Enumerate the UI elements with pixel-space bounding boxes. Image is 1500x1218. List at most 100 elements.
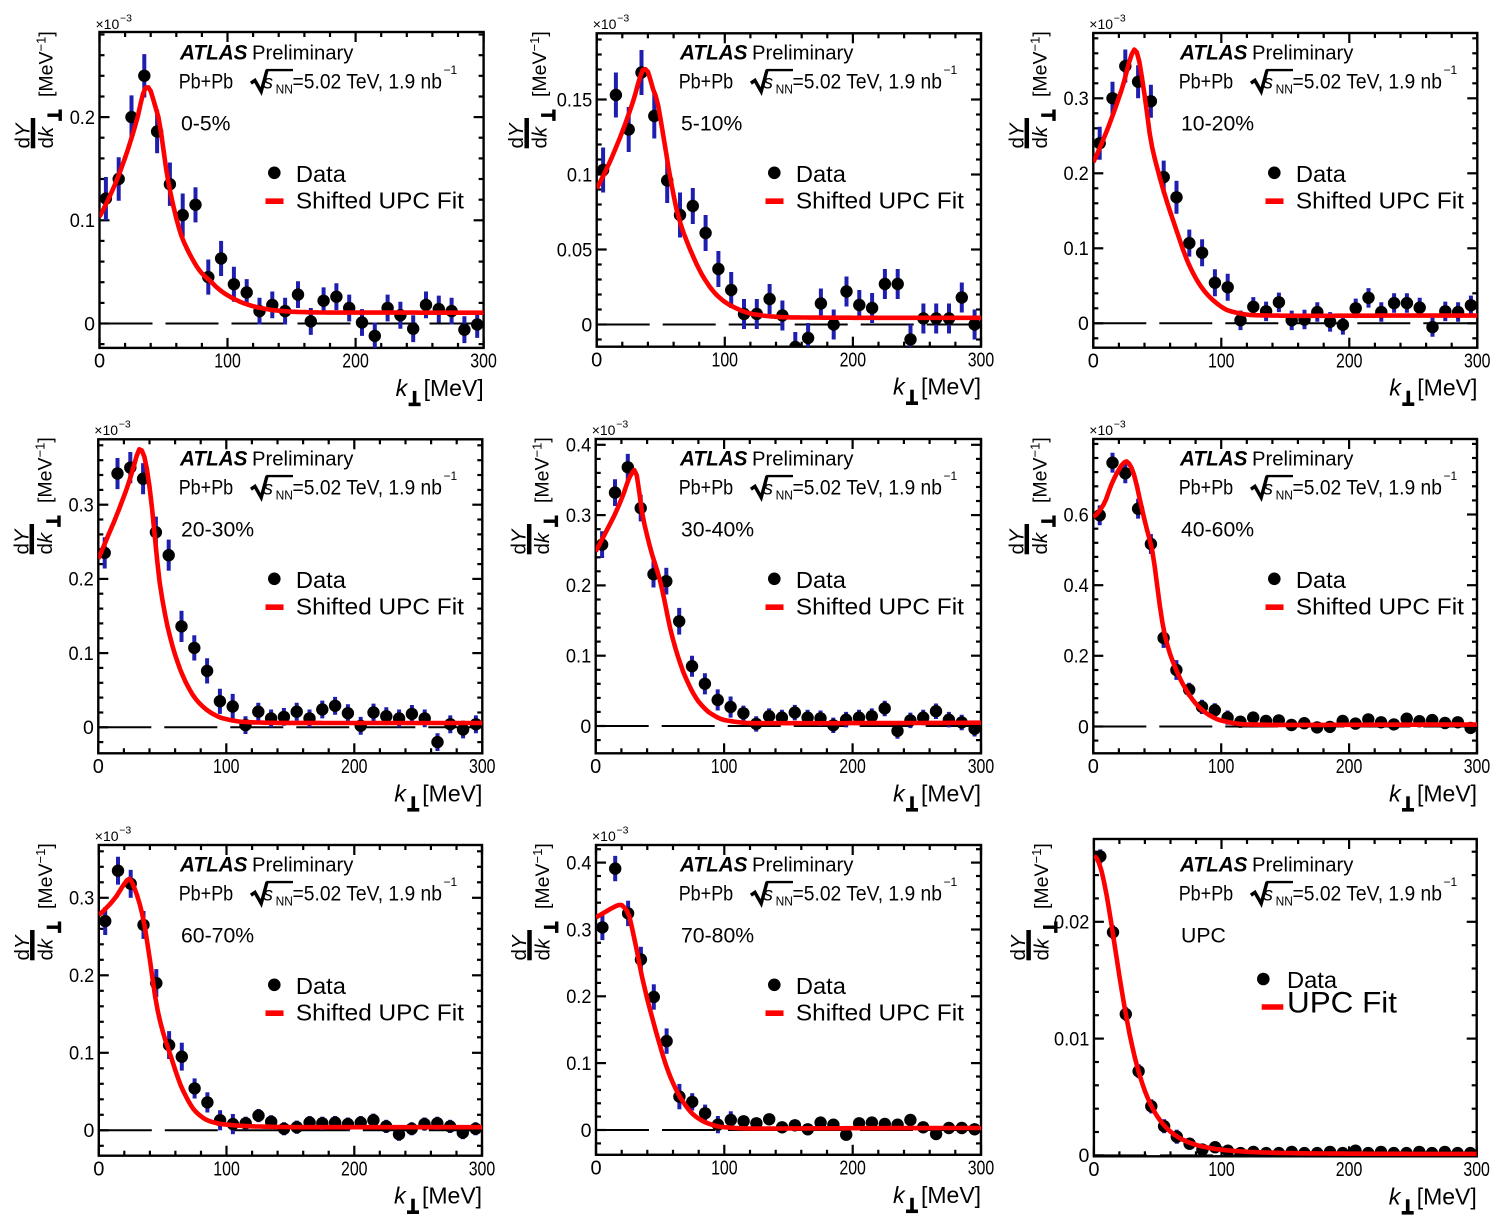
svg-text:0.2: 0.2 xyxy=(69,965,94,987)
svg-text:dk: dk xyxy=(531,531,554,554)
svg-text:NN: NN xyxy=(276,894,293,908)
svg-text:[MeV]: [MeV] xyxy=(1417,375,1477,401)
svg-text:ATLAS: ATLAS xyxy=(1179,42,1247,65)
svg-text:0.02: 0.02 xyxy=(1054,912,1089,934)
svg-text:−1: −1 xyxy=(944,875,958,889)
svg-text:dY: dY xyxy=(1005,528,1028,554)
svg-text:×10: ×10 xyxy=(593,16,617,32)
svg-text:0: 0 xyxy=(1078,716,1089,738)
svg-text:0: 0 xyxy=(590,1158,601,1180)
svg-text:0.1: 0.1 xyxy=(566,646,591,668)
svg-text:0: 0 xyxy=(93,1158,104,1180)
svg-text:300: 300 xyxy=(469,1158,496,1180)
svg-text:NN: NN xyxy=(276,488,293,502)
svg-text:−1: −1 xyxy=(444,875,458,889)
svg-text:100: 100 xyxy=(712,349,739,371)
svg-text:NN: NN xyxy=(776,82,793,96)
svg-text:[MeV]: [MeV] xyxy=(424,375,484,401)
svg-text:200: 200 xyxy=(1336,350,1363,372)
svg-text:100: 100 xyxy=(711,1158,738,1180)
svg-text:s: s xyxy=(1264,884,1274,905)
svg-text:0.4: 0.4 xyxy=(566,852,591,874)
svg-text:300: 300 xyxy=(968,1158,995,1180)
svg-text:0.1: 0.1 xyxy=(69,1043,94,1065)
svg-text:200: 200 xyxy=(341,1158,368,1180)
svg-text:300: 300 xyxy=(968,756,995,778)
svg-text:Data: Data xyxy=(1296,567,1347,593)
svg-text:Preliminary: Preliminary xyxy=(1252,449,1354,471)
svg-text:ATLAS: ATLAS xyxy=(179,448,247,471)
svg-text:5-10%: 5-10% xyxy=(681,113,742,136)
svg-text:0.1: 0.1 xyxy=(566,1053,591,1075)
svg-text:Pb+Pb: Pb+Pb xyxy=(679,476,734,499)
svg-text:NN: NN xyxy=(1276,82,1293,96)
svg-text:×10: ×10 xyxy=(94,422,118,438)
svg-text:300: 300 xyxy=(1463,1159,1490,1181)
svg-text:ATLAS: ATLAS xyxy=(1179,854,1247,877)
svg-text:Shifted UPC Fit: Shifted UPC Fit xyxy=(296,594,464,620)
svg-text:Pb+Pb: Pb+Pb xyxy=(179,476,234,499)
svg-text:s: s xyxy=(1264,72,1274,93)
svg-text:Data: Data xyxy=(796,567,847,593)
svg-text:×10: ×10 xyxy=(592,422,616,438)
svg-text:s: s xyxy=(264,478,274,499)
svg-text:Shifted UPC Fit: Shifted UPC Fit xyxy=(296,188,464,214)
svg-text:0.05: 0.05 xyxy=(557,239,593,261)
svg-text:k: k xyxy=(1389,780,1402,806)
svg-text:dk: dk xyxy=(529,125,552,148)
svg-text:dY: dY xyxy=(1007,934,1030,960)
svg-text:−1: −1 xyxy=(1444,63,1458,77)
svg-text:−1: −1 xyxy=(1444,875,1458,889)
svg-text:Data: Data xyxy=(296,973,347,999)
svg-text:Data: Data xyxy=(796,973,847,999)
svg-text:0.3: 0.3 xyxy=(566,505,591,527)
svg-text:Preliminary: Preliminary xyxy=(252,855,354,877)
svg-text:0.3: 0.3 xyxy=(1064,88,1089,110)
svg-text:30-40%: 30-40% xyxy=(681,519,754,542)
svg-text:Data: Data xyxy=(296,567,347,593)
svg-text:×10: ×10 xyxy=(1089,422,1113,438)
svg-text:dk: dk xyxy=(1029,125,1052,148)
svg-text:300: 300 xyxy=(968,349,995,371)
svg-text:Preliminary: Preliminary xyxy=(752,449,854,471)
svg-text:0: 0 xyxy=(580,716,591,738)
svg-text:0: 0 xyxy=(1088,1159,1099,1181)
svg-text:−3: −3 xyxy=(617,825,629,837)
svg-text:0-5%: 0-5% xyxy=(181,113,231,136)
svg-text:Preliminary: Preliminary xyxy=(252,43,354,65)
svg-text:[MeV]: [MeV] xyxy=(422,1183,482,1209)
svg-text:UPC Fit: UPC Fit xyxy=(1287,987,1398,1020)
svg-text:0: 0 xyxy=(590,756,601,778)
svg-text:0.1: 0.1 xyxy=(69,643,94,665)
svg-text:×10: ×10 xyxy=(1089,16,1113,32)
svg-text:ATLAS: ATLAS xyxy=(179,854,247,877)
svg-text:0.1: 0.1 xyxy=(567,164,592,186)
svg-text:Preliminary: Preliminary xyxy=(752,855,854,877)
svg-text:200: 200 xyxy=(341,756,368,778)
svg-text:Shifted UPC Fit: Shifted UPC Fit xyxy=(1296,594,1464,620)
svg-text:dk: dk xyxy=(1029,531,1052,554)
svg-text:−1: −1 xyxy=(1444,469,1458,483)
svg-text:[MeV−1]: [MeV−1] xyxy=(1027,31,1051,97)
svg-text:UPC: UPC xyxy=(1181,925,1226,948)
svg-text:0.2: 0.2 xyxy=(70,107,95,129)
svg-text:Pb+Pb: Pb+Pb xyxy=(1179,476,1234,499)
svg-text:300: 300 xyxy=(470,351,497,373)
svg-text:NN: NN xyxy=(276,82,293,96)
svg-text:dY: dY xyxy=(1005,122,1028,148)
svg-text:−1: −1 xyxy=(444,63,458,77)
svg-text:−3: −3 xyxy=(119,825,131,837)
svg-text:0.2: 0.2 xyxy=(69,569,94,591)
svg-text:=5.02 TeV, 1.9 nb: =5.02 TeV, 1.9 nb xyxy=(293,882,443,905)
svg-text:=5.02 TeV, 1.9 nb: =5.02 TeV, 1.9 nb xyxy=(293,476,443,499)
svg-text:300: 300 xyxy=(469,756,496,778)
svg-text:Pb+Pb: Pb+Pb xyxy=(1179,70,1234,93)
svg-text:ATLAS: ATLAS xyxy=(679,42,747,65)
svg-text:ATLAS: ATLAS xyxy=(179,42,247,65)
svg-text:k: k xyxy=(893,780,906,806)
svg-text:ATLAS: ATLAS xyxy=(679,854,747,877)
svg-text:Pb+Pb: Pb+Pb xyxy=(179,882,234,905)
svg-text:[MeV]: [MeV] xyxy=(422,780,482,806)
svg-text:=5.02 TeV, 1.9 nb: =5.02 TeV, 1.9 nb xyxy=(1293,882,1443,905)
svg-text:dY: dY xyxy=(10,528,33,554)
